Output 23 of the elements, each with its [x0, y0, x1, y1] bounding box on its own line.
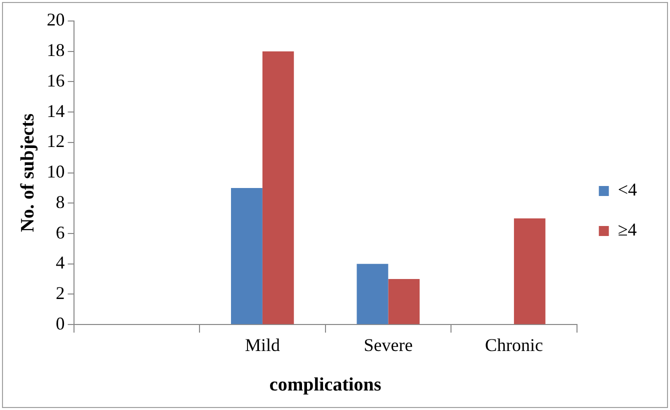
- bar: [262, 51, 294, 324]
- y-tick-label: 14: [46, 100, 65, 121]
- y-tick-label: 10: [46, 162, 65, 182]
- legend-label: ≥4: [618, 220, 637, 240]
- y-tick-label: 4: [56, 252, 65, 273]
- y-tick-label: 6: [56, 222, 65, 242]
- legend-label: <4: [618, 180, 638, 200]
- y-axis-title: No. of subjects: [17, 113, 38, 232]
- y-tick-label: 20: [46, 10, 65, 30]
- bar: [231, 188, 262, 324]
- x-tick-label: Mild: [244, 335, 280, 356]
- bar: [514, 218, 546, 324]
- y-tick-label: 8: [56, 192, 65, 212]
- y-tick-label: 18: [46, 40, 65, 60]
- x-tick-label: Chronic: [484, 335, 543, 356]
- y-tick-label: 12: [46, 131, 65, 152]
- y-tick-label: 2: [56, 282, 65, 303]
- y-tick-label: 16: [46, 70, 65, 90]
- x-axis-title: complications: [269, 374, 382, 396]
- y-tick-label: 0: [56, 313, 65, 334]
- x-tick-label: Severe: [364, 335, 413, 356]
- bar: [356, 264, 388, 324]
- bar: [388, 279, 420, 324]
